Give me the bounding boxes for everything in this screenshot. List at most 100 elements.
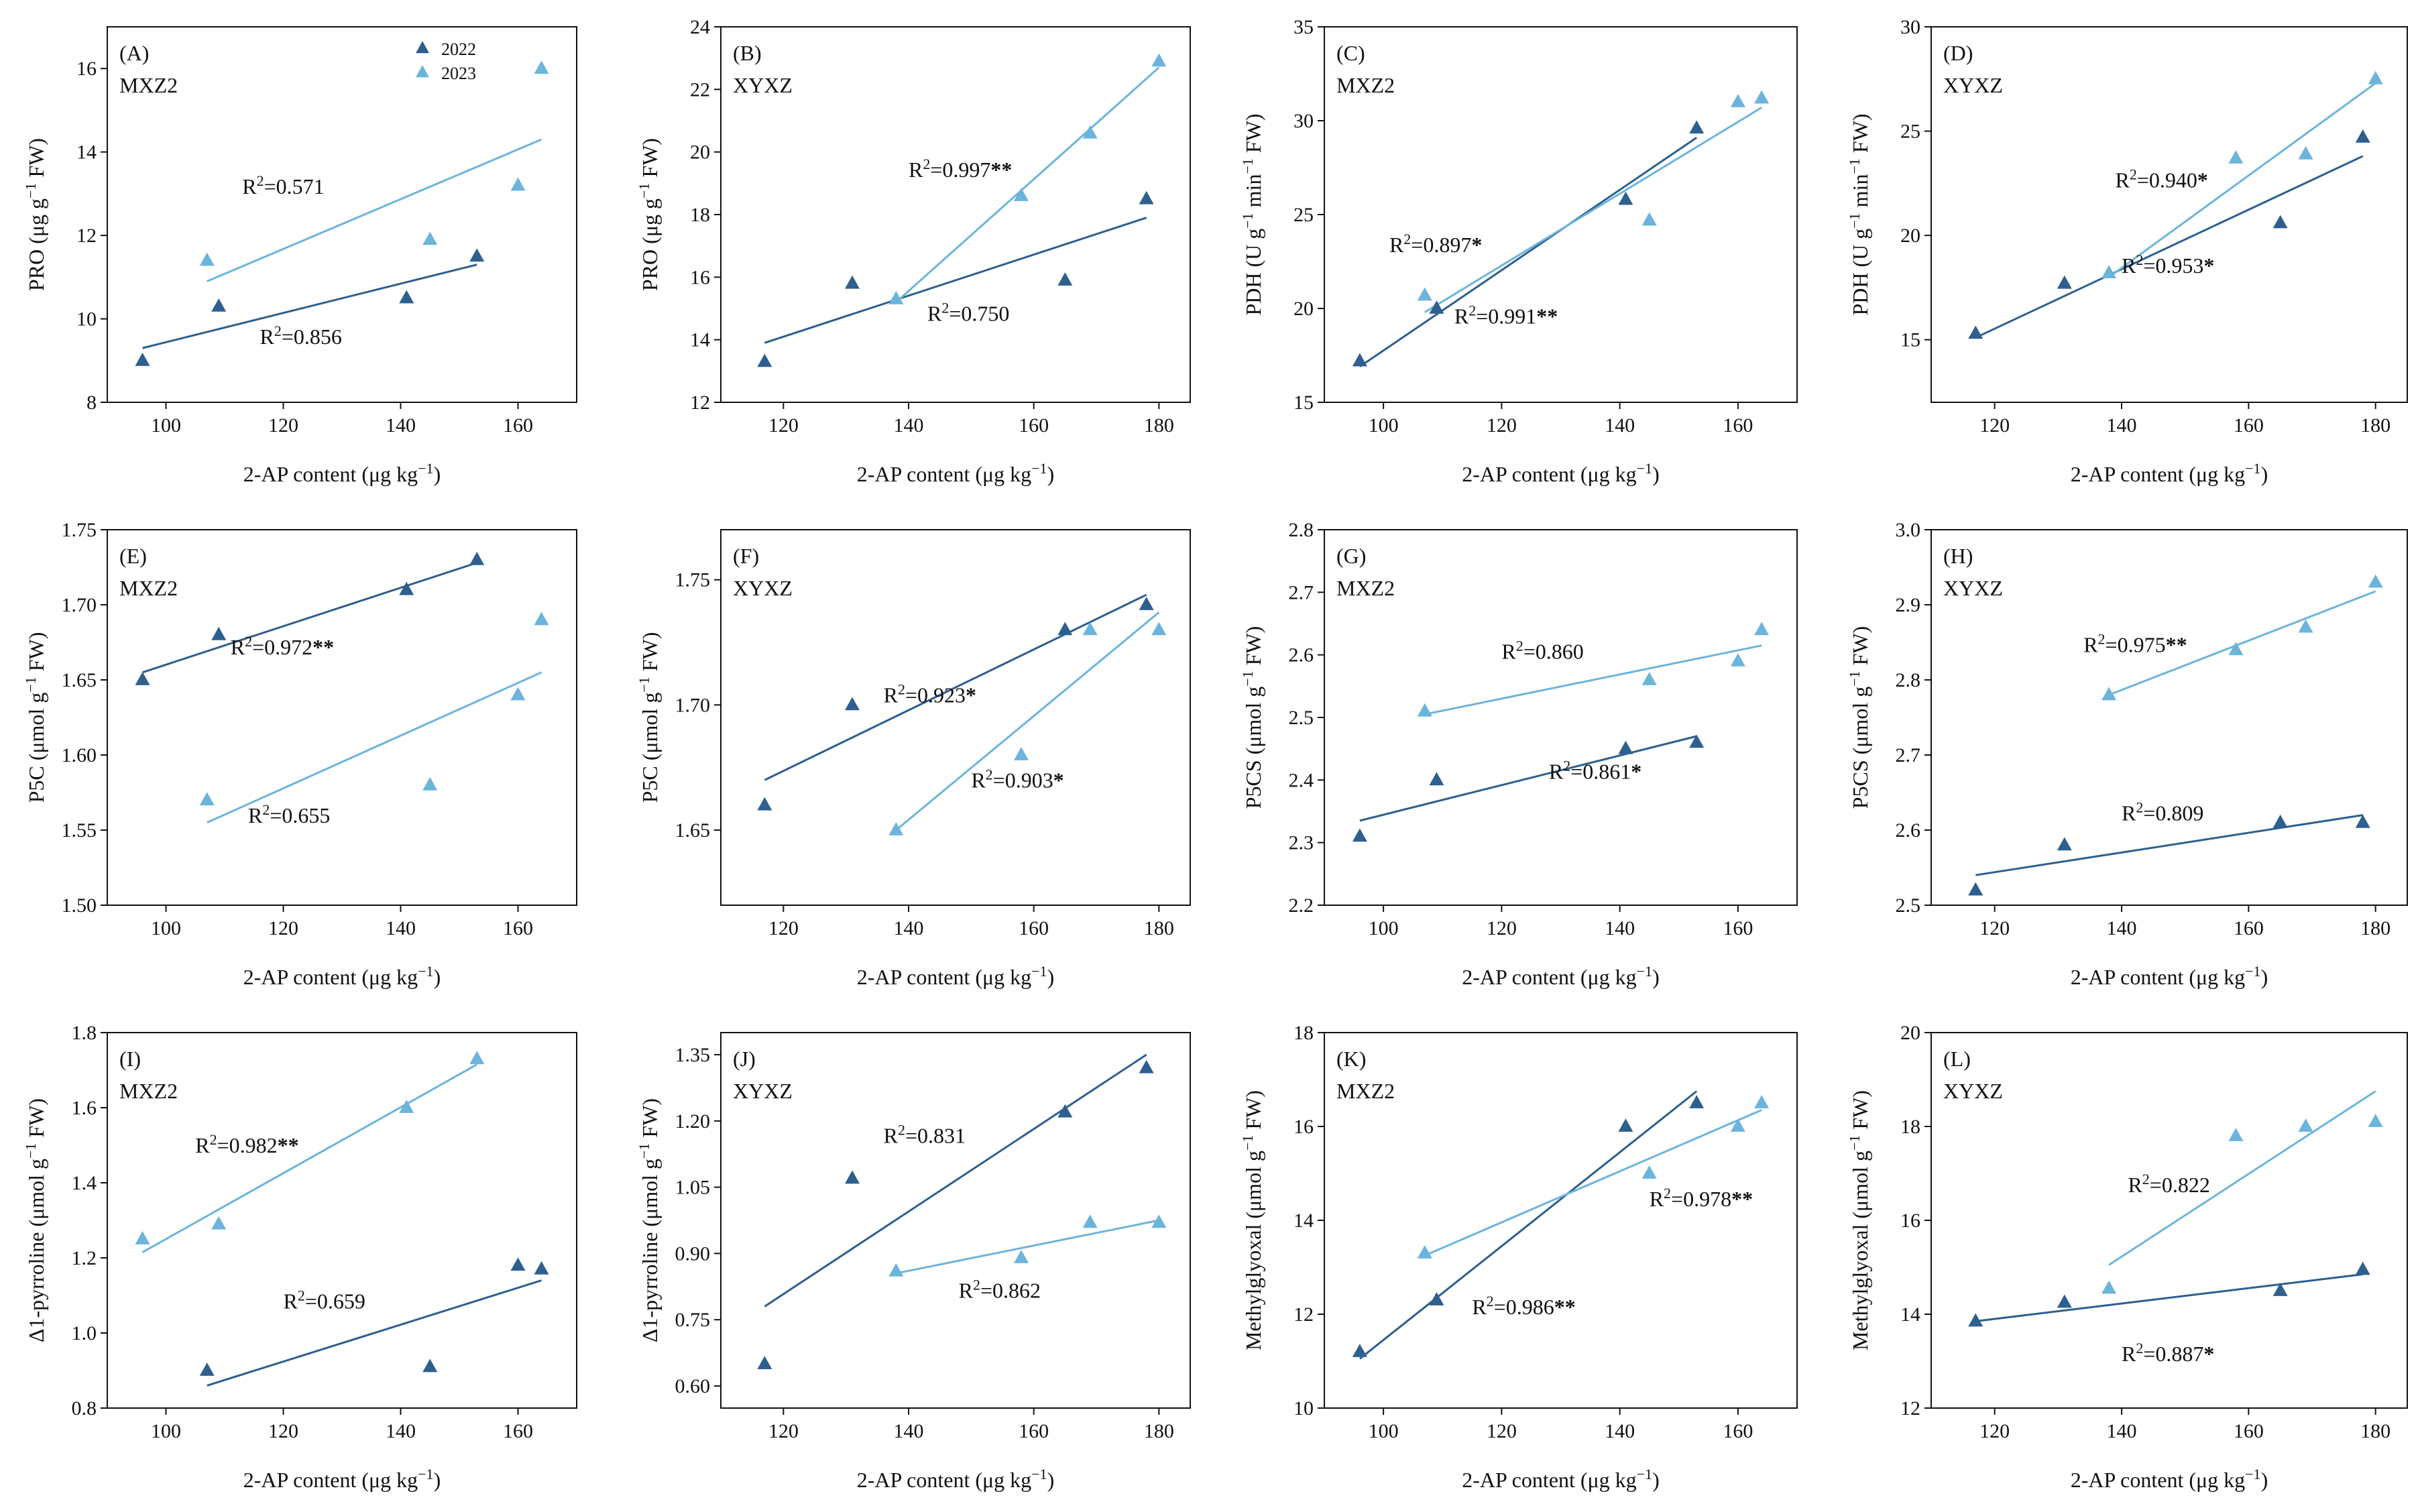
- data-point-2023: [211, 1216, 227, 1230]
- chart-panel: 120 140 160 180 0.60 0.75 0.90 1.05 1.20 1.35 2-AP…: [636, 1032, 1191, 1492]
- r-squared-label: R2=0.862: [959, 1276, 1041, 1303]
- plot-frame: [107, 1032, 577, 1409]
- panel-letter: (B): [733, 41, 762, 65]
- data-point-2023: [2368, 574, 2383, 588]
- x-tick-label: 160: [1723, 917, 1753, 939]
- fit-line-2022: [1975, 1273, 2363, 1322]
- r-squared-label: R2=0.655: [248, 801, 330, 827]
- data-point-2023: [1754, 1095, 1770, 1108]
- y-tick-label: 20: [690, 141, 710, 164]
- y-tick-label: 8: [87, 392, 97, 414]
- data-point-2022: [469, 248, 485, 262]
- cultivar-label: XYXZ: [733, 576, 793, 600]
- x-tick-label: 160: [503, 1420, 533, 1442]
- data-point-2022: [1139, 1059, 1154, 1073]
- x-tick-label: 120: [768, 414, 799, 437]
- panel-letter: (K): [1336, 1047, 1366, 1071]
- y-tick-label: 24: [690, 16, 710, 38]
- data-point-2022: [1057, 1104, 1073, 1118]
- fit-line-2022: [1359, 136, 1698, 368]
- x-tick-label: 100: [151, 1420, 181, 1442]
- x-tick-label: 100: [151, 414, 181, 437]
- y-tick-label: 2.6: [1896, 819, 1921, 841]
- cultivar-label: MXZ2: [119, 73, 178, 97]
- r-squared-label: R2=0.750: [927, 299, 1009, 326]
- y-tick-label: 30: [1900, 16, 1920, 38]
- data-point-2022: [399, 290, 414, 304]
- y-tick-label: 1.60: [62, 744, 97, 766]
- fit-line-2022: [1975, 814, 2363, 876]
- data-point-2023: [1151, 622, 1167, 636]
- r-squared-label: R2=0.972**: [231, 632, 334, 659]
- plot-frame: [1324, 529, 1798, 906]
- r-squared-label: R2=0.861*: [1549, 757, 1642, 784]
- data-point-2022: [1618, 740, 1633, 754]
- data-point-2022: [1352, 828, 1367, 842]
- x-tick-label: 160: [1723, 1420, 1753, 1442]
- data-point-2023: [1642, 1165, 1657, 1179]
- data-point-2022: [2355, 814, 2370, 828]
- data-point-2022: [1139, 597, 1154, 610]
- legend-marker-2022: [416, 41, 429, 54]
- cultivar-label: XYXZ: [1943, 1079, 2003, 1103]
- data-point-2022: [135, 672, 150, 685]
- x-tick-label: 140: [894, 414, 924, 437]
- fit-line-2022: [764, 593, 1147, 781]
- x-tick-label: 140: [894, 1420, 924, 1442]
- y-axis-title: Δ1-pyrroline (μmol g−1 FW): [636, 1098, 663, 1342]
- chart-panel: 100 120 140 160 10 12 14 16 18 2-AP content (μg k…: [1239, 1022, 1798, 1492]
- x-tick-label: 160: [1723, 414, 1753, 437]
- x-axis-title: 2-AP content (μg kg−1): [2071, 963, 2268, 990]
- data-point-2023: [1642, 212, 1657, 226]
- r-squared-label: R2=0.991**: [1454, 302, 1558, 329]
- data-point-2023: [1014, 1250, 1029, 1263]
- y-axis-title: P5C (μmol g−1 FW): [22, 632, 49, 803]
- x-tick-label: 120: [768, 1420, 799, 1442]
- data-point-2022: [757, 797, 772, 811]
- x-axis-title: 2-AP content (μg kg−1): [243, 460, 441, 487]
- y-tick-label: 1.6: [72, 1097, 97, 1119]
- y-axis-title: P5C (μmol g−1 FW): [636, 632, 663, 803]
- cultivar-label: MXZ2: [119, 1079, 178, 1103]
- x-tick-label: 180: [1144, 917, 1174, 939]
- x-tick-label: 100: [1369, 917, 1399, 939]
- x-tick-label: 180: [1144, 1420, 1174, 1442]
- y-tick-label: 14: [1900, 1303, 1920, 1326]
- plot-frame: [107, 529, 577, 906]
- data-point-2022: [757, 1356, 772, 1370]
- r-squared-label: R2=0.571: [242, 172, 324, 198]
- x-tick-label: 120: [268, 1420, 298, 1442]
- data-point-2022: [1618, 191, 1633, 205]
- data-point-2022: [199, 1362, 215, 1376]
- fit-line-2023: [1424, 644, 1762, 715]
- x-axis-title: 2-AP content (μg kg−1): [243, 1466, 441, 1493]
- r-squared-label: R2=0.856: [260, 322, 342, 349]
- data-point-2022: [510, 1257, 526, 1271]
- panel-letter: (F): [733, 544, 759, 568]
- y-tick-label: 1.05: [675, 1177, 711, 1199]
- chart-panel: 100 120 140 160 0.8 1.0 1.2 1.4 1.6 1.8 2-AP conte…: [22, 1022, 577, 1492]
- x-tick-label: 120: [1979, 1420, 2010, 1442]
- y-axis-title: PRO (μg g−1 FW): [22, 138, 49, 291]
- r-squared-label: R2=0.986**: [1472, 1293, 1575, 1320]
- data-point-2022: [1352, 353, 1367, 367]
- data-point-2022: [211, 626, 227, 640]
- y-tick-label: 12: [690, 392, 710, 414]
- y-tick-label: 0.8: [72, 1397, 97, 1419]
- data-point-2022: [422, 1358, 438, 1373]
- data-point-2022: [2272, 1283, 2288, 1296]
- plot-frame: [1931, 26, 2408, 403]
- r-squared-label: R2=0.809: [2122, 799, 2203, 825]
- x-tick-label: 120: [268, 414, 298, 437]
- data-point-2022: [1689, 1095, 1705, 1108]
- x-tick-label: 180: [2360, 1420, 2391, 1442]
- data-point-2023: [534, 612, 549, 626]
- data-point-2022: [1139, 190, 1154, 205]
- data-point-2023: [1730, 94, 1745, 107]
- fit-line-2022: [764, 1053, 1147, 1307]
- y-tick-label: 15: [1293, 392, 1314, 414]
- x-axis-title: 2-AP content (μg kg−1): [243, 963, 441, 990]
- data-point-2023: [2228, 150, 2244, 164]
- x-tick-label: 140: [1605, 917, 1635, 939]
- data-point-2023: [534, 60, 549, 74]
